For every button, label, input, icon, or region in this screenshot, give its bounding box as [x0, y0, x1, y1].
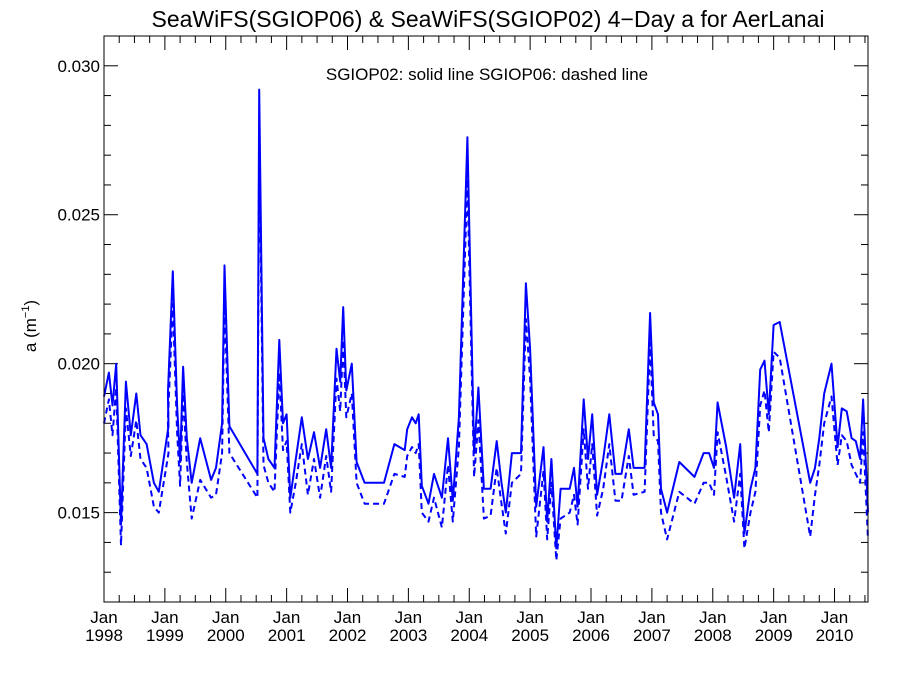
x-tick-month-label: Jan [699, 608, 726, 627]
x-tick-year-label: 2000 [207, 626, 245, 645]
x-tick-year-label: 2002 [329, 626, 367, 645]
chart-title: SeaWiFS(SGIOP06) & SeaWiFS(SGIOP02) 4−Da… [151, 6, 824, 32]
x-tick-year-label: 2003 [389, 626, 427, 645]
plot-frame [103, 35, 869, 603]
x-tick-month-label: Jan [516, 608, 543, 627]
x-tick-month-label: Jan [577, 608, 604, 627]
x-tick-year-label: 2007 [633, 626, 671, 645]
x-tick-month-label: Jan [151, 608, 178, 627]
x-tick-year-label: 2005 [511, 626, 549, 645]
x-tick-year-label: 1999 [146, 626, 184, 645]
x-tick-month-label: Jan [821, 608, 848, 627]
x-tick-year-label: 2008 [694, 626, 732, 645]
x-tick-year-label: 2010 [816, 626, 854, 645]
x-tick-month-label: Jan [273, 608, 300, 627]
x-tick-month-label: Jan [395, 608, 422, 627]
y-axis-label: a (m−1) [20, 300, 40, 352]
legend-annotation: SGIOP02: solid line SGIOP06: dashed line [326, 65, 648, 84]
y-tick-label: 0.020 [57, 355, 100, 374]
y-axis-label-main: a (m [21, 318, 40, 352]
x-tick-year-label: 2004 [450, 626, 488, 645]
series-line-sgiop06 [103, 130, 869, 562]
series-layer [103, 88, 869, 562]
y-axis-label-close: ) [21, 300, 40, 306]
x-tick-month-label: Jan [760, 608, 787, 627]
axes: 0.0150.0200.0250.030Jan1998Jan1999Jan200… [57, 36, 868, 645]
series-line-sgiop02 [103, 88, 869, 550]
x-tick-month-label: Jan [456, 608, 483, 627]
y-tick-label: 0.030 [57, 57, 100, 76]
y-tick-label: 0.025 [57, 206, 100, 225]
x-tick-month-label: Jan [212, 608, 239, 627]
x-tick-year-label: 2001 [268, 626, 306, 645]
x-tick-month-label: Jan [90, 608, 117, 627]
x-tick-year-label: 1998 [85, 626, 123, 645]
x-tick-month-label: Jan [334, 608, 361, 627]
y-tick-label: 0.015 [57, 504, 100, 523]
x-tick-year-label: 2009 [755, 626, 793, 645]
x-tick-year-label: 2006 [572, 626, 610, 645]
x-tick-month-label: Jan [638, 608, 665, 627]
y-axis-label-exponent: −1 [20, 306, 32, 319]
